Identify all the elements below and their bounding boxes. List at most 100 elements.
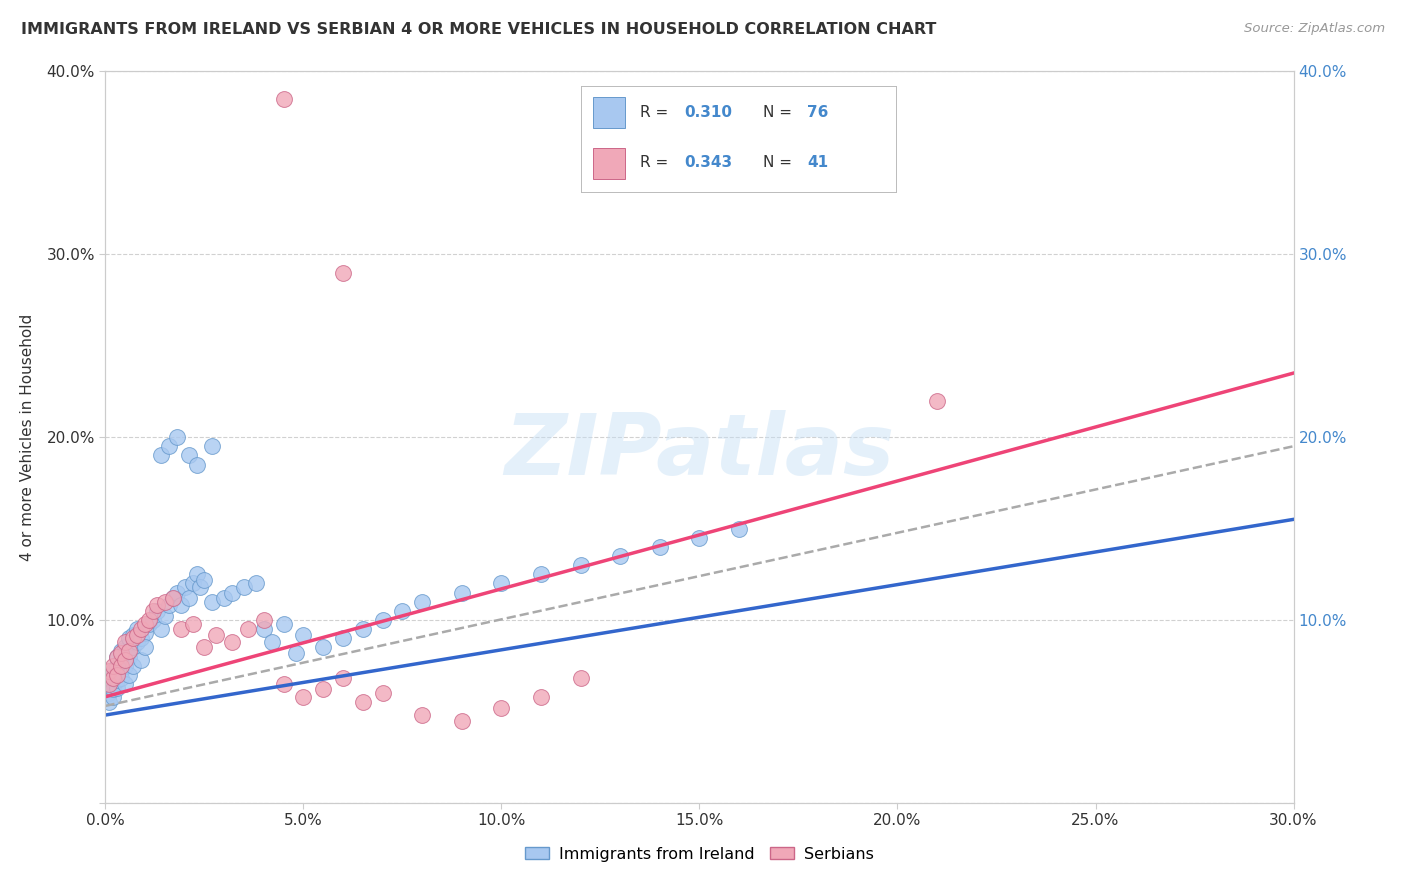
- Point: [450, 585, 472, 599]
- Point: [146, 604, 169, 618]
- Point: [273, 616, 295, 631]
- Point: [157, 599, 180, 613]
- Point: [110, 644, 132, 658]
- Point: [138, 616, 160, 631]
- Point: [129, 622, 152, 636]
- Point: [138, 613, 160, 627]
- Point: [177, 449, 200, 463]
- Point: [127, 627, 149, 641]
- Point: [127, 635, 149, 649]
- Point: [221, 635, 243, 649]
- Y-axis label: 4 or more Vehicles in Household: 4 or more Vehicles in Household: [21, 313, 35, 561]
- Point: [569, 672, 592, 686]
- Point: [103, 658, 125, 673]
- Point: [233, 580, 256, 594]
- Point: [103, 690, 125, 704]
- Point: [105, 649, 128, 664]
- Point: [214, 591, 236, 605]
- Point: [371, 613, 394, 627]
- Point: [193, 573, 215, 587]
- Point: [118, 649, 141, 664]
- Point: [491, 700, 513, 714]
- Point: [245, 576, 267, 591]
- Point: [569, 558, 592, 573]
- Point: [162, 591, 184, 605]
- Point: [273, 677, 295, 691]
- Point: [98, 664, 121, 678]
- Point: [166, 430, 188, 444]
- Point: [162, 591, 184, 605]
- Point: [103, 672, 125, 686]
- Point: [170, 599, 193, 613]
- Point: [122, 658, 145, 673]
- Point: [689, 531, 711, 545]
- Point: [110, 664, 132, 678]
- Point: [284, 646, 307, 660]
- Point: [312, 682, 335, 697]
- Point: [105, 673, 128, 688]
- Point: [118, 644, 141, 658]
- Point: [332, 672, 354, 686]
- Point: [205, 627, 228, 641]
- Point: [157, 439, 180, 453]
- Point: [110, 646, 132, 660]
- Point: [450, 714, 472, 728]
- Point: [134, 640, 156, 655]
- Point: [122, 632, 145, 646]
- Point: [114, 677, 136, 691]
- Point: [146, 599, 169, 613]
- Legend: Immigrants from Ireland, Serbians: Immigrants from Ireland, Serbians: [519, 840, 880, 868]
- Point: [98, 677, 121, 691]
- Point: [728, 521, 751, 535]
- Point: [253, 622, 276, 636]
- Point: [491, 576, 513, 591]
- Point: [110, 653, 132, 667]
- Point: [411, 708, 433, 723]
- Point: [530, 567, 553, 582]
- Point: [173, 580, 195, 594]
- Point: [352, 695, 374, 709]
- Point: [332, 632, 354, 646]
- Point: [98, 686, 121, 700]
- Point: [236, 622, 259, 636]
- Point: [118, 632, 141, 646]
- Point: [253, 613, 276, 627]
- Point: [312, 640, 335, 655]
- Point: [149, 622, 172, 636]
- Point: [530, 690, 553, 704]
- Point: [114, 653, 136, 667]
- Point: [391, 604, 413, 618]
- Point: [273, 92, 295, 106]
- Point: [186, 458, 208, 472]
- Point: [103, 664, 125, 678]
- Point: [134, 616, 156, 631]
- Point: [105, 667, 128, 681]
- Point: [105, 681, 128, 695]
- Point: [118, 667, 141, 681]
- Point: [186, 567, 208, 582]
- Point: [166, 585, 188, 599]
- Point: [129, 653, 152, 667]
- Point: [201, 439, 224, 453]
- Point: [201, 594, 224, 608]
- Point: [352, 622, 374, 636]
- Point: [925, 393, 948, 408]
- Point: [170, 622, 193, 636]
- Point: [142, 604, 165, 618]
- Point: [114, 640, 136, 655]
- Point: [103, 672, 125, 686]
- Point: [105, 667, 128, 681]
- Point: [134, 625, 156, 640]
- Point: [260, 635, 283, 649]
- Point: [190, 580, 212, 594]
- Point: [98, 695, 121, 709]
- Point: [153, 609, 176, 624]
- Point: [153, 594, 176, 608]
- Point: [193, 640, 215, 655]
- Point: [411, 594, 433, 608]
- Point: [371, 686, 394, 700]
- Point: [292, 690, 315, 704]
- Point: [105, 649, 128, 664]
- Point: [648, 540, 671, 554]
- Point: [177, 591, 200, 605]
